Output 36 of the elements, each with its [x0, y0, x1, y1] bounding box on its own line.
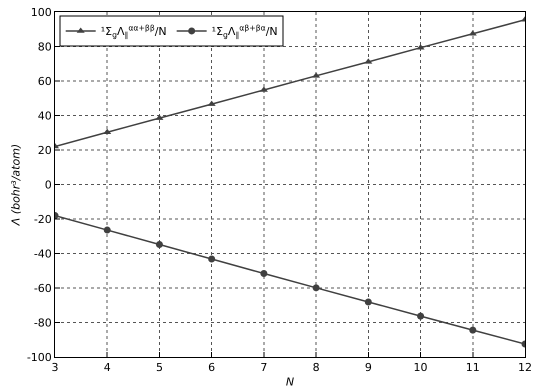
x-axis-title: N: [286, 375, 294, 388]
y-tick-label: -20: [34, 212, 52, 226]
point: [260, 270, 268, 278]
y-tick-label: 40: [38, 109, 52, 122]
y-tick-label: -80: [34, 316, 52, 330]
y-axis-title: Λ (bohr³/atom): [9, 144, 22, 226]
x-tick-label: 5: [156, 361, 163, 374]
y-tick-label: 20: [38, 144, 52, 157]
point: [312, 72, 320, 78]
point: [156, 241, 163, 248]
legend-label: ¹Σ$_{g}$Λ$_{∥}$$^{αα+ββ}$/N: [100, 24, 167, 40]
y-tick-label: 60: [38, 74, 52, 88]
y-tick-label: 0: [44, 178, 52, 192]
y-tick-label: 80: [38, 40, 52, 54]
y-tick-label: -100: [26, 350, 52, 364]
point: [312, 284, 320, 292]
point: [104, 226, 111, 234]
y-tick-label: -40: [34, 247, 52, 260]
point: [364, 298, 372, 306]
x-tick-label: 3: [52, 361, 58, 374]
point: [417, 312, 424, 320]
x-tick-label: 6: [208, 361, 216, 374]
legend-label: ¹Σ$_{g}$Λ$_{∥}$$^{αβ+βα}$/N: [212, 24, 278, 40]
x-tick-label: 12: [518, 361, 532, 374]
point: [260, 86, 268, 92]
x-tick-label: 8: [312, 361, 320, 374]
x-tick-label: 4: [104, 361, 111, 374]
point: [469, 326, 476, 334]
point: [208, 256, 216, 263]
x-tick-label: 9: [364, 361, 372, 374]
y-tick-label: 100: [30, 6, 52, 19]
x-tick-label: 11: [466, 361, 480, 374]
x-tick-label: 10: [414, 361, 428, 374]
point: [364, 58, 372, 64]
y-tick-label: -60: [34, 282, 52, 295]
x-tick-label: 7: [260, 361, 268, 374]
